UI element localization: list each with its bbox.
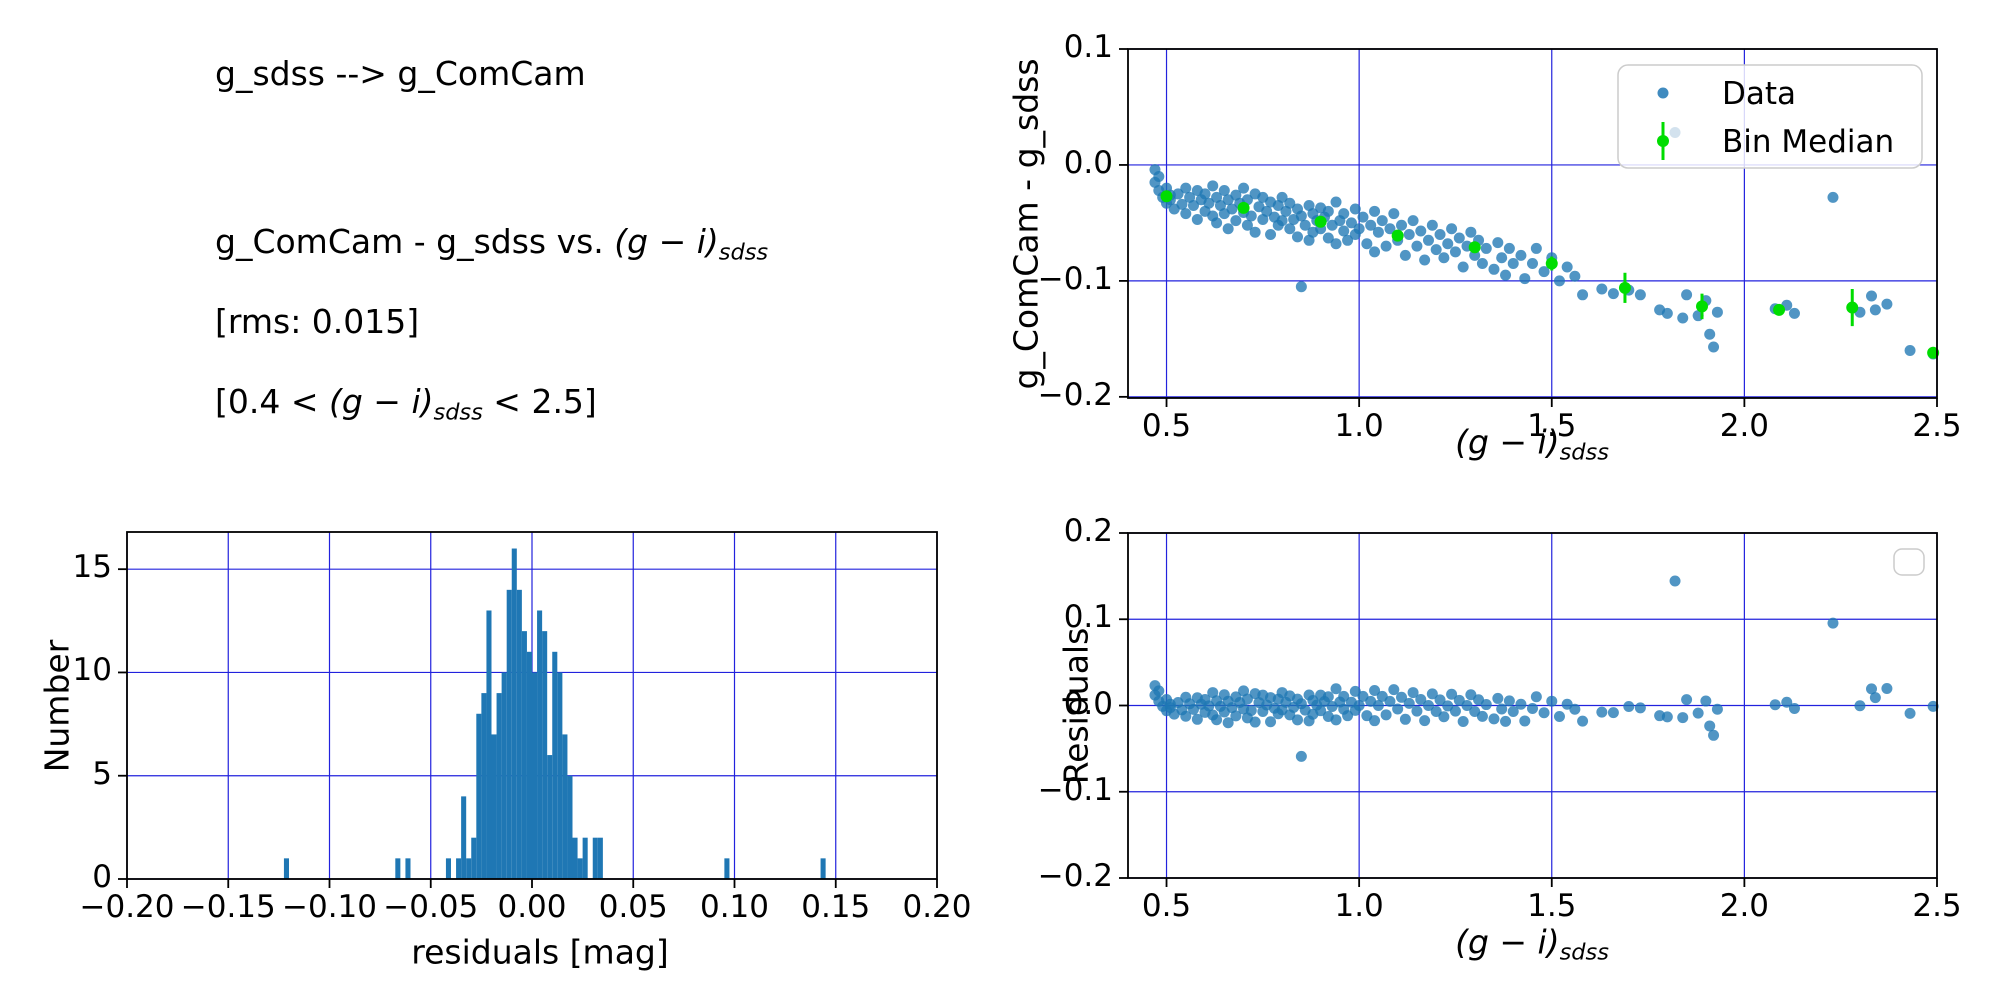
- hist-x-tick-label: −0.20: [79, 889, 175, 925]
- residuals-y-tick-label: 0.1: [1063, 599, 1113, 636]
- legend-label-data: Data: [1722, 76, 1797, 112]
- hist-x-tick-label: −0.05: [383, 889, 479, 925]
- scatter-x-tick-label: 1.0: [1334, 408, 1384, 444]
- residuals-xlabel: (g − i)sdss: [1455, 922, 1609, 966]
- scatter-legend: [1617, 64, 1923, 169]
- residuals-x-tick-label: 1.0: [1334, 888, 1384, 924]
- occluded-data-point: [1669, 126, 1681, 138]
- residuals-y-tick-label: 0.2: [1063, 513, 1113, 549]
- legend-marker-bin-median: [1657, 135, 1669, 147]
- legend-marker-data: [1657, 87, 1669, 99]
- scatter-y-tick-label: 0.0: [1063, 144, 1113, 181]
- annotation-relation: g_ComCam - g_sdss vs. (g − i)sdss: [215, 222, 769, 266]
- scatter-y-tick-label: −0.2: [1037, 376, 1113, 413]
- hist-xlabel: residuals [mag]: [411, 932, 669, 972]
- hist-frame: [118, 531, 938, 888]
- residuals-x-tick-label: 1.5: [1527, 888, 1577, 924]
- scatter-ylabel: g_ComCam - g_sdss: [1006, 58, 1046, 390]
- residuals-x-tick-label: 0.5: [1141, 888, 1192, 924]
- annotation-line1: g_sdss --> g_ComCam: [215, 54, 586, 93]
- scatter-y-tick-label: −0.1: [1037, 260, 1113, 297]
- scatter-x-tick-label: 1.5: [1527, 408, 1577, 444]
- residuals-empty-legend: [1893, 548, 1925, 576]
- hist-x-tick-label: −0.10: [282, 889, 377, 925]
- hist-x-tick-label: −0.15: [180, 889, 276, 925]
- residuals-data-points: [1149, 575, 1939, 762]
- scatter-frame: [1119, 48, 1938, 407]
- hist-x-tick-label: 0.20: [902, 889, 972, 925]
- scatter-x-tick-label: 0.5: [1141, 408, 1192, 444]
- residuals-y-tick-label: −0.1: [1037, 771, 1113, 808]
- hist-y-tick-label: 0: [92, 859, 112, 895]
- annotation-filter-mapping: g_sdss --> g_ComCam: [215, 54, 586, 93]
- scatter-data-points: [1149, 164, 1939, 360]
- residuals-y-tick-label: −0.2: [1037, 858, 1113, 894]
- scatter-bin-medians: [1160, 190, 1940, 359]
- hist-x-tick-label: 0.00: [497, 889, 567, 925]
- hist-bars: [283, 548, 826, 879]
- scatter-xlabel: (g − i)sdss: [1455, 422, 1609, 466]
- gi-math-text: (g − i): [614, 222, 719, 261]
- scatter-x-tick-label: 2.0: [1719, 408, 1770, 444]
- hist-y-tick-label: 5: [92, 755, 112, 792]
- scatter-x-tick-label: 2.5: [1912, 408, 1962, 444]
- annotation-color-range: [0.4 < (g − i)sdss < 2.5]: [215, 382, 597, 426]
- hist-y-tick-label: 15: [72, 549, 112, 586]
- residuals-x-tick-label: 2.5: [1912, 888, 1962, 924]
- annotation-rms: [rms: 0.015]: [215, 302, 420, 341]
- hist-x-tick-label: 0.05: [598, 889, 668, 925]
- hist-x-tick-label: 0.15: [801, 889, 871, 925]
- residuals-y-tick-label: 0.0: [1063, 685, 1113, 722]
- residuals-frame: [1119, 532, 1938, 887]
- gi-sub-text: sdss: [718, 239, 769, 266]
- scatter-y-tick-label: 0.1: [1063, 29, 1113, 65]
- hist-y-tick-label: 10: [72, 652, 112, 689]
- residuals-x-tick-label: 2.0: [1719, 888, 1770, 924]
- legend-label-bin-median: Bin Median: [1722, 124, 1895, 160]
- hist-x-tick-label: 0.10: [699, 889, 770, 925]
